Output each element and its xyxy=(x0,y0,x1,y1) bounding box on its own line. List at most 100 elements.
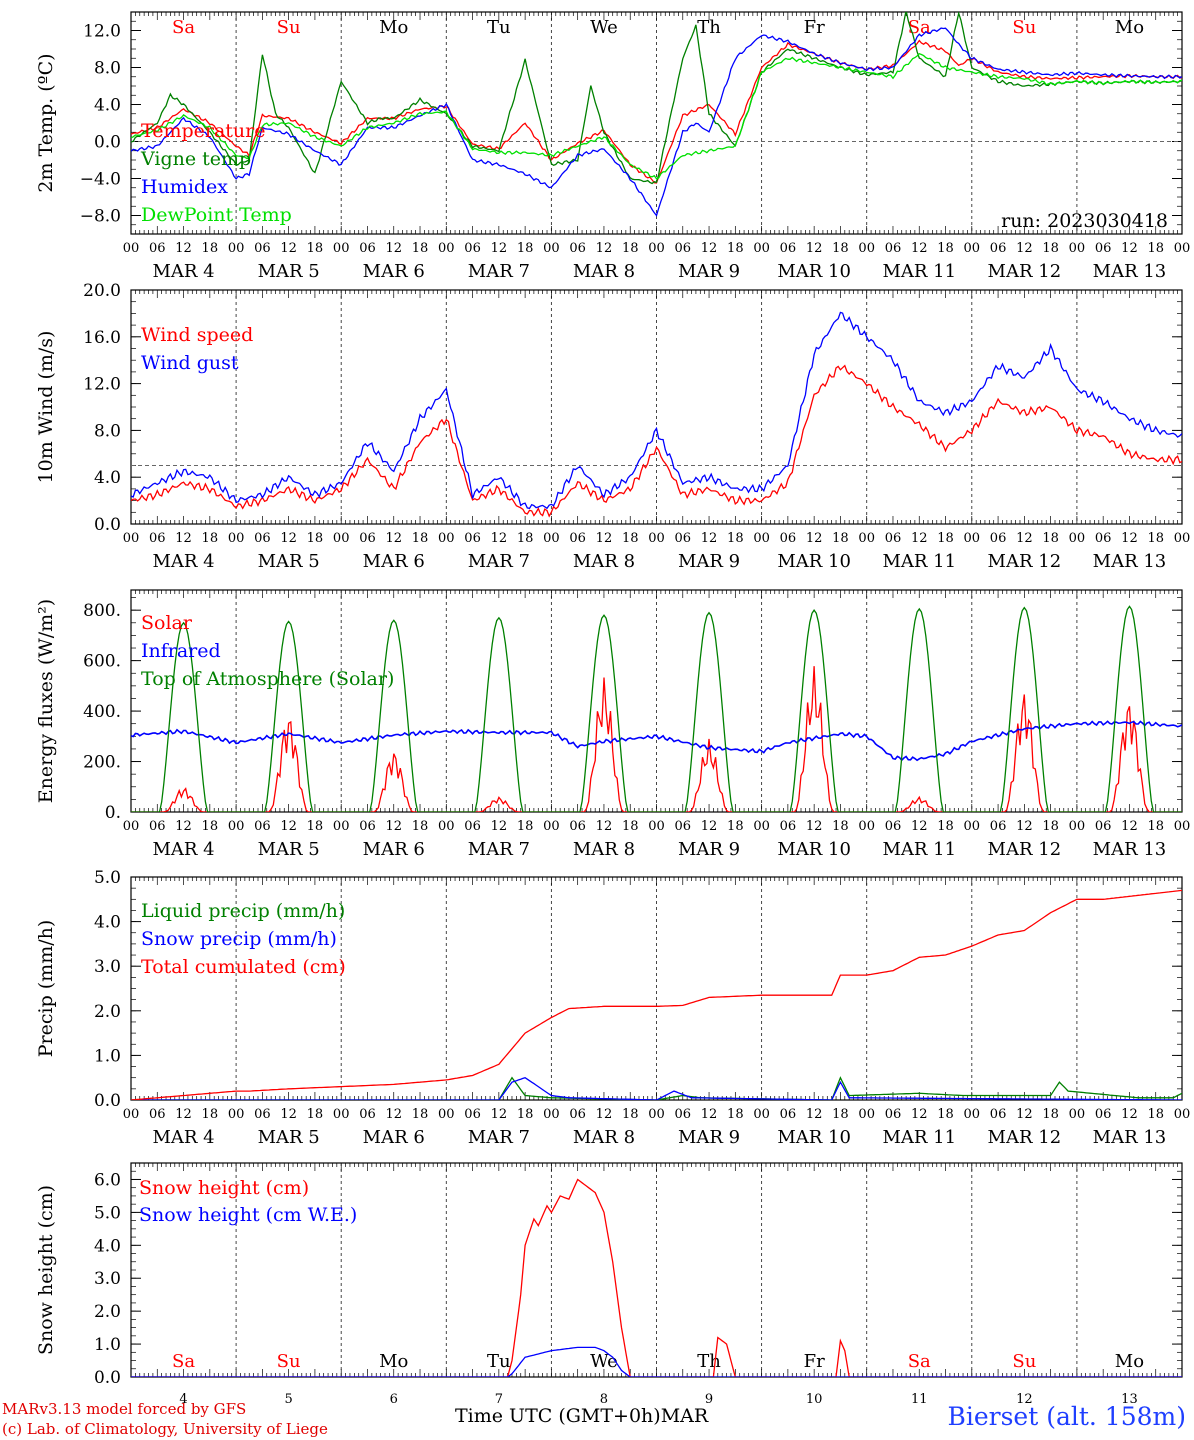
date-label: MAR 5 xyxy=(258,551,320,572)
hour-tick-label: 00 xyxy=(333,1107,350,1122)
hour-tick-label: 00 xyxy=(648,1107,665,1122)
y-tick-label: −4.0 xyxy=(80,170,121,190)
hour-tick-label: 12 xyxy=(385,1107,402,1122)
y-tick-label: 4.0 xyxy=(94,96,121,116)
y-tick-label: 5.0 xyxy=(94,868,121,888)
hour-tick-label: 18 xyxy=(1042,241,1059,256)
x-axis-title: Time UTC (GMT+0h)MAR xyxy=(455,1405,708,1427)
hour-tick-label: 00 xyxy=(228,1107,245,1122)
hour-tick-label: 00 xyxy=(1174,819,1191,834)
hour-tick-label: 12 xyxy=(806,1107,823,1122)
legend-label: Infrared xyxy=(141,640,221,662)
hour-tick-label: 18 xyxy=(1042,1107,1059,1122)
hour-tick-label: 12 xyxy=(1121,531,1138,546)
day-of-week-label: Tu xyxy=(487,17,511,38)
legend-label: Vigne temp xyxy=(140,148,251,170)
hour-tick-label: 12 xyxy=(596,1107,613,1122)
y-tick-label: 20.0 xyxy=(83,281,121,301)
y-tick-label: 16.0 xyxy=(83,328,121,348)
hour-tick-label: 00 xyxy=(543,241,560,256)
hour-tick-label: 06 xyxy=(254,1107,271,1122)
hour-tick-label: 18 xyxy=(832,819,849,834)
hour-tick-label: 12 xyxy=(491,1107,508,1122)
date-label: MAR 4 xyxy=(152,839,214,860)
hour-tick-label: 18 xyxy=(202,819,219,834)
hour-tick-label: 18 xyxy=(517,531,534,546)
day-of-week-label: Mo xyxy=(1115,1351,1144,1372)
day-of-week-label: Tu xyxy=(487,1351,511,1372)
hour-tick-label: 12 xyxy=(491,819,508,834)
legend-label: Wind speed xyxy=(141,324,253,346)
day-of-week-label: Sa xyxy=(172,17,195,38)
date-label: MAR 11 xyxy=(882,1127,956,1148)
hour-tick-label: 06 xyxy=(464,531,481,546)
date-label: MAR 12 xyxy=(988,1127,1062,1148)
hour-tick-label: 12 xyxy=(596,531,613,546)
day-of-week-label: We xyxy=(590,17,618,38)
hour-tick-label: 00 xyxy=(333,241,350,256)
hour-tick-label: 18 xyxy=(727,819,744,834)
series-line-top-of-atmosphere-solar- xyxy=(131,605,1182,812)
hour-tick-label: 18 xyxy=(202,241,219,256)
y-tick-label: 4.0 xyxy=(94,913,121,933)
day-number-label: 10 xyxy=(806,1392,823,1407)
hour-tick-label: 18 xyxy=(412,531,429,546)
hour-tick-label: 12 xyxy=(1016,819,1033,834)
hour-tick-label: 06 xyxy=(1095,531,1112,546)
hour-tick-label: 12 xyxy=(175,819,192,834)
y-axis-label: Snow height (cm) xyxy=(35,1185,57,1355)
hour-tick-label: 00 xyxy=(753,241,770,256)
hour-tick-label: 18 xyxy=(832,241,849,256)
legend-label: Snow precip (mm/h) xyxy=(141,928,337,950)
date-label: MAR 6 xyxy=(363,551,425,572)
hour-tick-label: 06 xyxy=(569,531,586,546)
hour-tick-label: 00 xyxy=(123,819,140,834)
day-of-week-label: Su xyxy=(277,1351,301,1372)
hour-tick-label: 18 xyxy=(727,531,744,546)
hour-tick-label: 12 xyxy=(280,819,297,834)
hour-tick-label: 00 xyxy=(1069,819,1086,834)
day-of-week-label: Th xyxy=(697,1351,721,1372)
series-line-wind-gust xyxy=(131,311,1182,510)
hour-tick-label: 00 xyxy=(543,531,560,546)
y-tick-label: 1.0 xyxy=(94,1335,121,1355)
hour-tick-label: 12 xyxy=(701,531,718,546)
hour-tick-label: 06 xyxy=(885,531,902,546)
day-of-week-label: Sa xyxy=(172,1351,195,1372)
hour-tick-label: 00 xyxy=(123,531,140,546)
day-number-label: 11 xyxy=(911,1392,928,1407)
hour-tick-label: 00 xyxy=(648,241,665,256)
hour-tick-label: 18 xyxy=(1147,531,1164,546)
hour-tick-label: 18 xyxy=(832,1107,849,1122)
hour-tick-label: 18 xyxy=(937,531,954,546)
day-number-label: 13 xyxy=(1121,1392,1138,1407)
y-tick-label: −8.0 xyxy=(80,207,121,227)
hour-tick-label: 00 xyxy=(438,819,455,834)
hour-tick-label: 00 xyxy=(438,531,455,546)
hour-tick-label: 12 xyxy=(385,241,402,256)
y-axis-label: Precip (mm/h) xyxy=(35,920,57,1058)
legend-label: Snow height (cm W.E.) xyxy=(139,1204,357,1226)
y-tick-label: 800. xyxy=(83,601,121,621)
hour-tick-label: 06 xyxy=(464,819,481,834)
hour-tick-label: 18 xyxy=(937,1107,954,1122)
legend-label: Top of Atmosphere (Solar) xyxy=(141,668,394,690)
hour-tick-label: 06 xyxy=(254,241,271,256)
date-label: MAR 6 xyxy=(363,839,425,860)
lab-credit: (c) Lab. of Climatology, University of L… xyxy=(2,1420,328,1438)
hour-tick-label: 00 xyxy=(964,819,981,834)
y-tick-label: 200. xyxy=(83,753,121,773)
date-label: MAR 5 xyxy=(258,839,320,860)
hour-tick-label: 00 xyxy=(1069,531,1086,546)
hour-tick-label: 06 xyxy=(149,819,166,834)
hour-tick-label: 12 xyxy=(385,531,402,546)
hour-tick-label: 06 xyxy=(990,531,1007,546)
hour-tick-label: 00 xyxy=(753,531,770,546)
date-label: MAR 4 xyxy=(152,1127,214,1148)
hour-tick-label: 18 xyxy=(1147,241,1164,256)
day-of-week-label: Su xyxy=(1012,17,1036,38)
hour-tick-label: 12 xyxy=(280,241,297,256)
hour-tick-label: 18 xyxy=(517,1107,534,1122)
hour-tick-label: 18 xyxy=(1042,531,1059,546)
